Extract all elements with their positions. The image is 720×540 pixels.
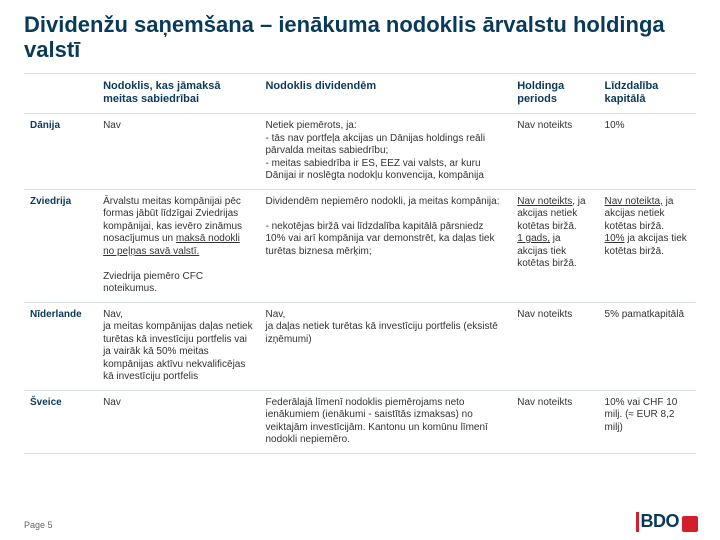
cell: 10% vai CHF 10 milj. (≈ EUR 8,2 milj) (599, 390, 696, 453)
cell: Nav noteikts (511, 390, 598, 453)
cell: Netiek piemērots, ja: - tās nav portfeļa… (259, 114, 511, 190)
logo-bar-icon (636, 512, 639, 532)
table-row: Nīderlande Nav, ja meitas kompānijas daļ… (24, 302, 696, 390)
col-participation: Līdzdalība kapitālā (599, 73, 696, 114)
table-row: Zviedrija Ārvalstu meitas kompānijai pēc… (24, 189, 696, 302)
logo-square-icon (682, 516, 698, 532)
row-name: Nīderlande (24, 302, 97, 390)
row-name: Dānija (24, 114, 97, 190)
cell: 5% pamatkapitālā (599, 302, 696, 390)
cell: Ārvalstu meitas kompānijai pēc formas jā… (97, 189, 259, 302)
dividend-table: Nodoklis, kas jāmaksā meitas sabiedrībai… (24, 73, 696, 454)
logo-text: BDO (641, 511, 680, 532)
cell: Nav noteikts (511, 114, 598, 190)
table-row: Dānija Nav Netiek piemērots, ja: - tās n… (24, 114, 696, 190)
cell: 10% (599, 114, 696, 190)
row-name: Šveice (24, 390, 97, 453)
cell: Nav noteikts, ja akcijas netiek kotētas … (511, 189, 598, 302)
col-tax-subsidiary: Nodoklis, kas jāmaksā meitas sabiedrībai (97, 73, 259, 114)
cell: Nav (97, 390, 259, 453)
col-tax-dividends: Nodoklis dividendēm (259, 73, 511, 114)
col-holding-period: Holdinga periods (511, 73, 598, 114)
cell: Nav, ja meitas kompānijas daļas netiek t… (97, 302, 259, 390)
col-country (24, 73, 97, 114)
cell: Federālajā līmenī nodoklis piemērojams n… (259, 390, 511, 453)
page-number: Page 5 (24, 520, 53, 530)
row-name: Zviedrija (24, 189, 97, 302)
slide-title: Dividenžu saņemšana – ienākuma nodoklis … (24, 12, 696, 63)
cell: Nav noteikta, ja akcijas netiek kotētas … (599, 189, 696, 302)
table-row: Šveice Nav Federālajā līmenī nodoklis pi… (24, 390, 696, 453)
cell: Nav (97, 114, 259, 190)
cell: Nav, ja daļas netiek turētas kā investīc… (259, 302, 511, 390)
cell: Nav noteikts (511, 302, 598, 390)
bdo-logo: BDO (636, 511, 699, 532)
cell: Dividendēm nepiemēro nodokli, ja meitas … (259, 189, 511, 302)
